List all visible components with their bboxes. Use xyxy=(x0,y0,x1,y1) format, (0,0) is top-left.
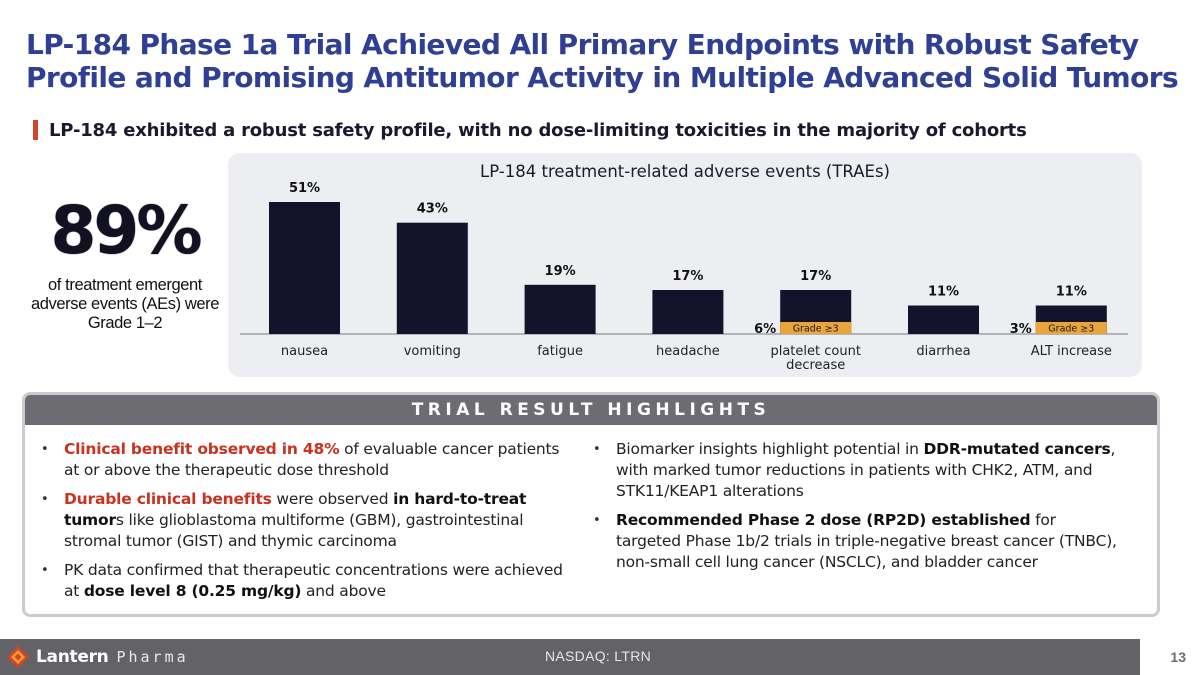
value-label: 51% xyxy=(289,181,320,196)
value-label: 11% xyxy=(1056,285,1087,300)
value-label: 19% xyxy=(545,264,576,279)
bar-nausea xyxy=(269,202,340,334)
highlight-text: PK data confirmed that therapeutic conce… xyxy=(64,561,563,600)
highlight-text: for targeted Phase 1b/2 trials in triple… xyxy=(616,511,1117,571)
value-label: 17% xyxy=(672,269,703,284)
grade3-value-label: 6% xyxy=(754,322,776,337)
lantern-logo-icon xyxy=(7,646,29,668)
grade3-segment xyxy=(780,322,852,334)
slide-title: LP-184 Phase 1a Trial Achieved All Prima… xyxy=(26,28,1179,94)
highlights-left-column: Clinical benefit observed in 48% of eval… xyxy=(39,439,591,610)
trae-chart-panel: LP-184 treatment-related adverse events … xyxy=(228,153,1142,377)
grade3-label: Grade ≥3 xyxy=(1048,324,1094,335)
category-label: decrease xyxy=(786,358,845,373)
highlight-text: , with marked tumor reductions in patien… xyxy=(616,440,1116,500)
bar-headache xyxy=(652,290,724,334)
stat-callout: 89% of treatment emergent adverse events… xyxy=(20,190,230,333)
highlight-item: Clinical benefit observed in 48% of eval… xyxy=(39,439,571,481)
subheading-text: LP-184 exhibited a robust safety profile… xyxy=(49,119,1027,141)
category-label: headache xyxy=(656,344,720,359)
highlights-right-column: Biomarker insights highlight potential i… xyxy=(591,439,1143,610)
category-label: platelet count xyxy=(770,344,860,359)
highlight-text: and above xyxy=(301,582,386,600)
page-number: 13 xyxy=(1170,649,1186,665)
highlight-text: Biomarker insights highlight potential i… xyxy=(616,440,924,458)
stock-ticker: NASDAQ: LTRN xyxy=(545,648,652,664)
subheading: LP-184 exhibited a robust safety profile… xyxy=(33,117,1027,143)
highlights-header: TRIAL RESULT HIGHLIGHTS xyxy=(25,395,1157,425)
category-label: ALT increase xyxy=(1031,344,1112,359)
highlight-bold: Recommended Phase 2 dose (RP2D) establis… xyxy=(616,511,1031,529)
bar-vomiting xyxy=(396,222,468,334)
chart-title: LP-184 treatment-related adverse events … xyxy=(480,162,890,181)
highlight-text: were observed xyxy=(271,490,394,508)
highlight-bold: in hard-to-treat tumor xyxy=(64,490,527,529)
category-label: nausea xyxy=(281,344,328,359)
highlight-emphasis: Clinical benefit observed in 48% xyxy=(64,440,340,458)
stat-value: 89% xyxy=(50,192,203,269)
bar-fatigue xyxy=(524,284,596,334)
value-label: 11% xyxy=(928,285,959,300)
grade3-value-label: 3% xyxy=(1010,322,1032,337)
highlight-text: s like glioblastoma multiforme (GBM), ga… xyxy=(64,511,524,550)
accent-bar xyxy=(33,120,38,140)
highlight-item: Biomarker insights highlight potential i… xyxy=(591,439,1123,502)
trial-highlights-box: TRIAL RESULT HIGHLIGHTS Clinical benefit… xyxy=(22,392,1160,617)
trae-bar-chart: LP-184 treatment-related adverse events … xyxy=(240,162,1128,373)
highlight-item: Recommended Phase 2 dose (RP2D) establis… xyxy=(591,510,1123,573)
company-logo: Lantern Pharma xyxy=(6,645,189,669)
value-label: 17% xyxy=(800,269,831,284)
grade3-segment xyxy=(1035,322,1107,334)
highlight-text: of evaluable cancer patients at or above… xyxy=(64,440,560,479)
highlight-bold: dose level 8 (0.25 mg/kg) xyxy=(83,582,302,600)
highlight-emphasis: Durable clinical benefits xyxy=(64,490,272,508)
category-label: vomiting xyxy=(404,344,461,359)
highlight-item: PK data confirmed that therapeutic conce… xyxy=(39,560,571,602)
highlight-item: Durable clinical benefits were observed … xyxy=(39,489,571,552)
category-label: fatigue xyxy=(537,344,583,359)
bar-diarrhea xyxy=(908,305,979,334)
stat-description: of treatment emergent adverse events (AE… xyxy=(30,276,220,332)
grade3-label: Grade ≥3 xyxy=(793,324,839,335)
logo-wordmark: Lantern xyxy=(36,647,109,667)
footer-bar: Lantern Pharma NASDAQ: LTRN xyxy=(0,639,1140,675)
logo-subtext: Pharma xyxy=(116,648,189,666)
value-label: 43% xyxy=(417,202,448,217)
category-label: diarrhea xyxy=(916,344,970,359)
highlight-bold: DDR-mutated cancers xyxy=(923,440,1111,458)
